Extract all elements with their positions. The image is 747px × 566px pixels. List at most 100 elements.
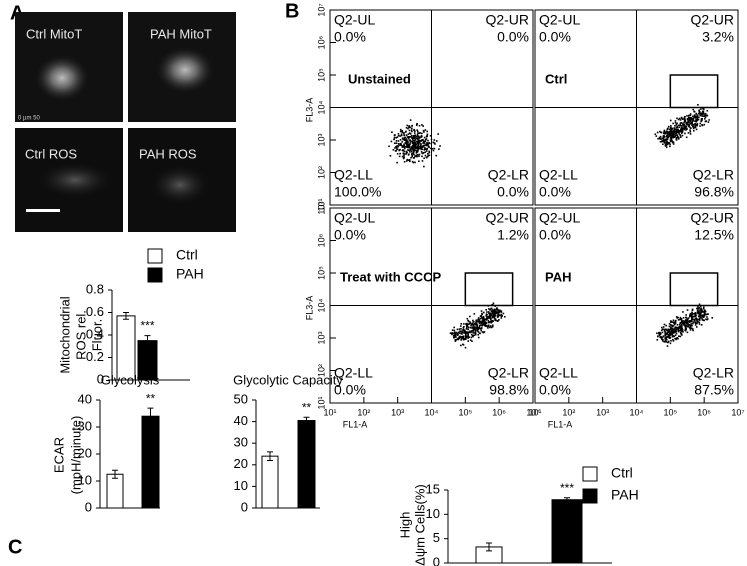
- event-dot: [674, 120, 677, 122]
- event-dot: [664, 130, 666, 133]
- event-dot: [703, 314, 706, 316]
- event-dot: [659, 335, 662, 338]
- quadrant-percent: 0.0%: [539, 184, 571, 200]
- event-dot: [691, 119, 693, 121]
- event-dot: [409, 147, 412, 150]
- event-dot: [686, 309, 689, 311]
- y-tick-label: 10³: [316, 133, 326, 146]
- event-dot: [679, 124, 681, 127]
- event-dot: [665, 333, 668, 336]
- event-dot: [696, 322, 698, 325]
- event-dot: [405, 140, 407, 142]
- event-dot: [666, 143, 669, 146]
- event-dot: [404, 139, 407, 141]
- event-dot: [413, 129, 415, 131]
- event-dot: [456, 338, 458, 341]
- event-dot: [671, 330, 674, 333]
- chart-title: Glycolytic Capacity: [233, 372, 343, 387]
- event-dot: [416, 133, 419, 136]
- event-dot: [416, 141, 419, 143]
- event-dot: [481, 327, 483, 329]
- event-dot: [466, 335, 468, 338]
- event-dot: [481, 324, 484, 326]
- event-dot: [455, 336, 457, 338]
- event-dot: [667, 131, 670, 134]
- y-tick-label: 10³: [316, 331, 326, 344]
- quadrant-name: Q2-UR: [690, 210, 734, 226]
- event-dot: [473, 322, 476, 325]
- event-dot: [477, 320, 480, 323]
- event-dot: [410, 150, 413, 153]
- event-dot: [496, 314, 499, 317]
- event-dot: [494, 310, 497, 313]
- event-dot: [401, 137, 404, 140]
- event-dot: [390, 140, 393, 143]
- event-dot: [699, 122, 702, 125]
- event-dot: [666, 332, 669, 334]
- event-dot: [414, 140, 416, 142]
- y-tick-label: 0.6: [86, 304, 104, 319]
- event-dot: [428, 142, 430, 144]
- event-dot: [414, 146, 417, 148]
- event-dot: [494, 318, 497, 320]
- significance: ***: [560, 481, 574, 495]
- event-dot: [665, 324, 667, 327]
- event-dot: [668, 142, 670, 145]
- event-dot: [403, 144, 405, 147]
- event-dot: [667, 336, 670, 338]
- event-dot: [400, 142, 402, 145]
- event-dot: [404, 136, 407, 139]
- event-dot: [676, 324, 679, 326]
- event-dot: [492, 315, 494, 318]
- event-dot: [474, 326, 476, 328]
- x-tick-label: 10⁴: [425, 407, 439, 417]
- event-dot: [496, 307, 498, 309]
- event-dot: [673, 130, 676, 132]
- quadrant-name: Q2-UR: [690, 12, 734, 28]
- event-dot: [492, 324, 494, 327]
- event-dot: [684, 321, 687, 323]
- event-dot: [492, 312, 495, 314]
- event-dot: [418, 124, 421, 127]
- event-dot: [495, 308, 498, 311]
- event-dot: [399, 130, 402, 133]
- event-dot: [697, 306, 699, 308]
- event-dot: [680, 318, 682, 321]
- event-dot: [482, 320, 485, 323]
- event-dot: [665, 132, 668, 134]
- event-dot: [659, 333, 662, 336]
- event-dot: [664, 143, 667, 146]
- event-dot: [686, 321, 689, 324]
- event-dot: [694, 317, 697, 320]
- event-dot: [464, 331, 467, 333]
- event-dot: [694, 120, 696, 123]
- event-dot: [673, 335, 676, 338]
- event-dot: [463, 323, 465, 325]
- event-dot: [467, 337, 469, 339]
- event-dot: [411, 137, 414, 140]
- x-tick-label: 10⁷: [526, 407, 539, 417]
- event-dot: [497, 310, 499, 312]
- event-dot: [489, 313, 491, 316]
- event-dot: [405, 160, 408, 162]
- event-dot: [687, 325, 690, 328]
- event-dot: [458, 332, 461, 334]
- event-dot: [685, 125, 688, 128]
- event-dot: [391, 131, 393, 133]
- event-dot: [689, 313, 692, 315]
- event-dot: [399, 152, 401, 155]
- event-dot: [422, 152, 425, 154]
- event-dot: [419, 145, 421, 148]
- event-dot: [399, 135, 401, 137]
- event-dot: [674, 124, 676, 127]
- event-dot: [409, 126, 412, 129]
- event-dot: [467, 331, 470, 334]
- event-dot: [477, 331, 480, 333]
- event-dot: [678, 129, 681, 132]
- event-dot: [676, 337, 679, 339]
- event-dot: [660, 131, 663, 134]
- plot-title: PAH: [545, 269, 571, 284]
- event-dot: [461, 333, 463, 335]
- event-dot: [683, 128, 685, 131]
- event-dot: [697, 118, 700, 121]
